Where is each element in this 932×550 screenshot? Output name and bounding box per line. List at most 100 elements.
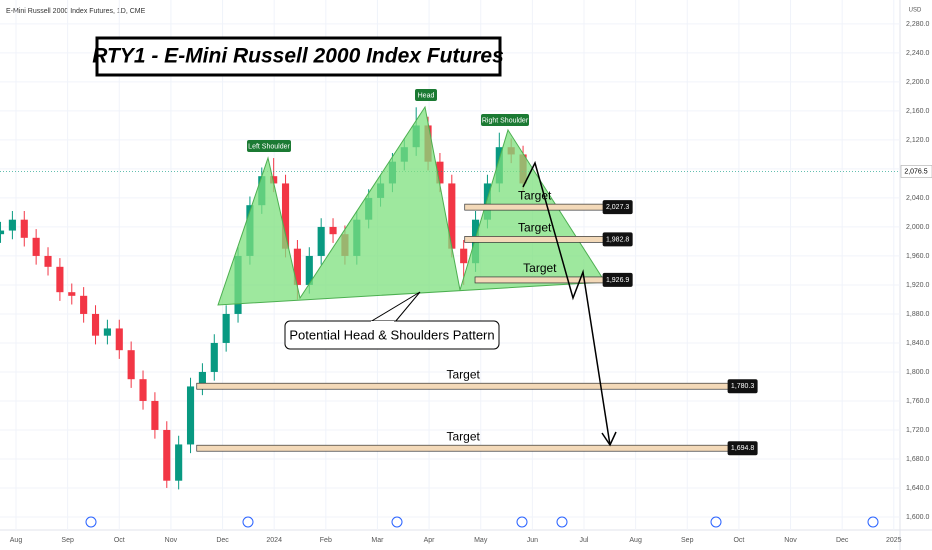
x-tick-label: Jun — [527, 537, 538, 544]
currency: USD — [909, 8, 922, 14]
candle-body — [293, 248, 301, 285]
target-price-box — [602, 200, 633, 215]
candle-body — [460, 248, 468, 264]
x-tick-label: 2025 — [886, 537, 902, 544]
target-price-box — [602, 232, 633, 247]
event-icon — [242, 516, 254, 528]
x-tick-label: Sep — [61, 537, 74, 544]
y-tick-label: 2,000.0 — [906, 224, 929, 231]
candle-body — [32, 237, 40, 256]
badge — [481, 114, 529, 126]
callout-tail — [369, 291, 421, 323]
x-tick-label: Aug — [10, 537, 23, 544]
event-icons — [85, 516, 879, 528]
y-tick-label: 1,680.0 — [906, 456, 929, 463]
x-tick-label: Nov — [784, 537, 797, 544]
chart-title: RTY1 - E-Mini Russell 2000 Index Futures — [92, 45, 504, 68]
candle-body — [151, 400, 159, 430]
candle-body — [68, 292, 76, 296]
candle-body — [20, 219, 28, 238]
last-price-box — [900, 165, 932, 178]
pattern-label: Potential Head & Shoulders Pattern — [289, 327, 494, 342]
badge — [247, 140, 291, 152]
target-price: 1,694.8 — [731, 445, 754, 452]
event-icon — [391, 516, 403, 528]
x-tick-label: May — [474, 537, 488, 544]
target-name: Target — [446, 367, 480, 381]
target-price: 2,027.3 — [606, 204, 629, 211]
candle-body — [210, 342, 218, 372]
y-tick-label: 2,280.0 — [906, 21, 929, 28]
candle-body — [0, 230, 5, 235]
candle-body — [163, 429, 171, 481]
candle-body — [115, 328, 123, 351]
x-tick-label: 2024 — [266, 537, 282, 544]
candle-body — [186, 386, 195, 445]
x-tick-label: Nov — [165, 537, 178, 544]
arrow-head — [601, 431, 617, 447]
candle-body — [127, 350, 135, 380]
candle-body — [139, 379, 147, 401]
annotations: Target 2,027.3 Target 1,982.8 Target 1,926.9 T… — [196, 188, 758, 456]
target-price: 1,926.9 — [606, 277, 629, 284]
x-tick-label: Aug — [629, 537, 642, 544]
candle-body — [270, 176, 278, 184]
y-tick-label: 1,720.0 — [906, 427, 929, 434]
candle-body — [56, 266, 64, 293]
event-icon — [556, 516, 568, 528]
candle-body — [448, 183, 456, 249]
target-price: 1,780.3 — [731, 383, 754, 390]
target-name: Target — [446, 429, 480, 443]
projection-arrow — [522, 160, 611, 446]
event-icon — [710, 516, 722, 528]
shoulder-label: Head — [418, 92, 435, 99]
y-tick-label: 2,040.0 — [906, 195, 929, 202]
title-box — [95, 36, 502, 77]
y-tick-label: 2,120.0 — [906, 137, 929, 144]
event-icon — [85, 516, 97, 528]
candle-body — [103, 328, 111, 336]
candle-body — [8, 219, 16, 231]
candle-body — [222, 313, 230, 343]
candle-body — [436, 161, 444, 184]
shoulder-label: Right Shoulder — [482, 117, 529, 124]
x-tick-label: Oct — [733, 537, 744, 544]
candle-body — [281, 183, 290, 249]
x-tick-label: Jul — [580, 537, 589, 544]
y-tick-label: 2,160.0 — [906, 108, 929, 115]
x-tick-label: Feb — [320, 537, 332, 544]
target-name: Target — [523, 261, 557, 275]
y-tick-label: 1,800.0 — [906, 369, 929, 376]
shoulder-label: Left Shoulder — [248, 143, 290, 150]
target-price-box — [727, 379, 758, 394]
target-price-box — [602, 272, 633, 287]
target-price-box — [727, 441, 758, 456]
event-icon — [516, 516, 528, 528]
x-tick-label: Oct — [114, 537, 125, 544]
target-price: 1,982.8 — [606, 236, 629, 243]
x-tick-label: Apr — [424, 537, 436, 544]
y-tick-label: 1,840.0 — [906, 340, 929, 347]
y-tick-label: 1,600.0 — [906, 514, 929, 521]
target-band — [196, 444, 730, 452]
candle-body — [317, 226, 325, 256]
y-tick-label: 1,760.0 — [906, 398, 929, 405]
shoulder-badges: Left Shoulder Head Right Shoulder — [247, 89, 529, 152]
x-tick-label: Sep — [681, 537, 694, 544]
pattern-shape — [217, 105, 606, 306]
candle-body — [91, 313, 100, 336]
x-tick-label: Dec — [836, 537, 849, 544]
candle-body — [44, 255, 52, 267]
last-price-label: 2,076.5 — [904, 168, 927, 175]
y-tick-label: 1,960.0 — [906, 253, 929, 260]
target-band — [464, 203, 605, 211]
y-tick-label: 1,920.0 — [906, 282, 929, 289]
y-tick-label: 2,200.0 — [906, 79, 929, 86]
event-icon — [867, 516, 879, 528]
candle-body — [329, 226, 337, 235]
chart-header: E-Mini Russell 2000 Index Futures, 1D, C… — [6, 8, 146, 15]
badge — [415, 89, 437, 101]
candle-body — [80, 295, 88, 314]
target-name: Target — [518, 221, 552, 235]
